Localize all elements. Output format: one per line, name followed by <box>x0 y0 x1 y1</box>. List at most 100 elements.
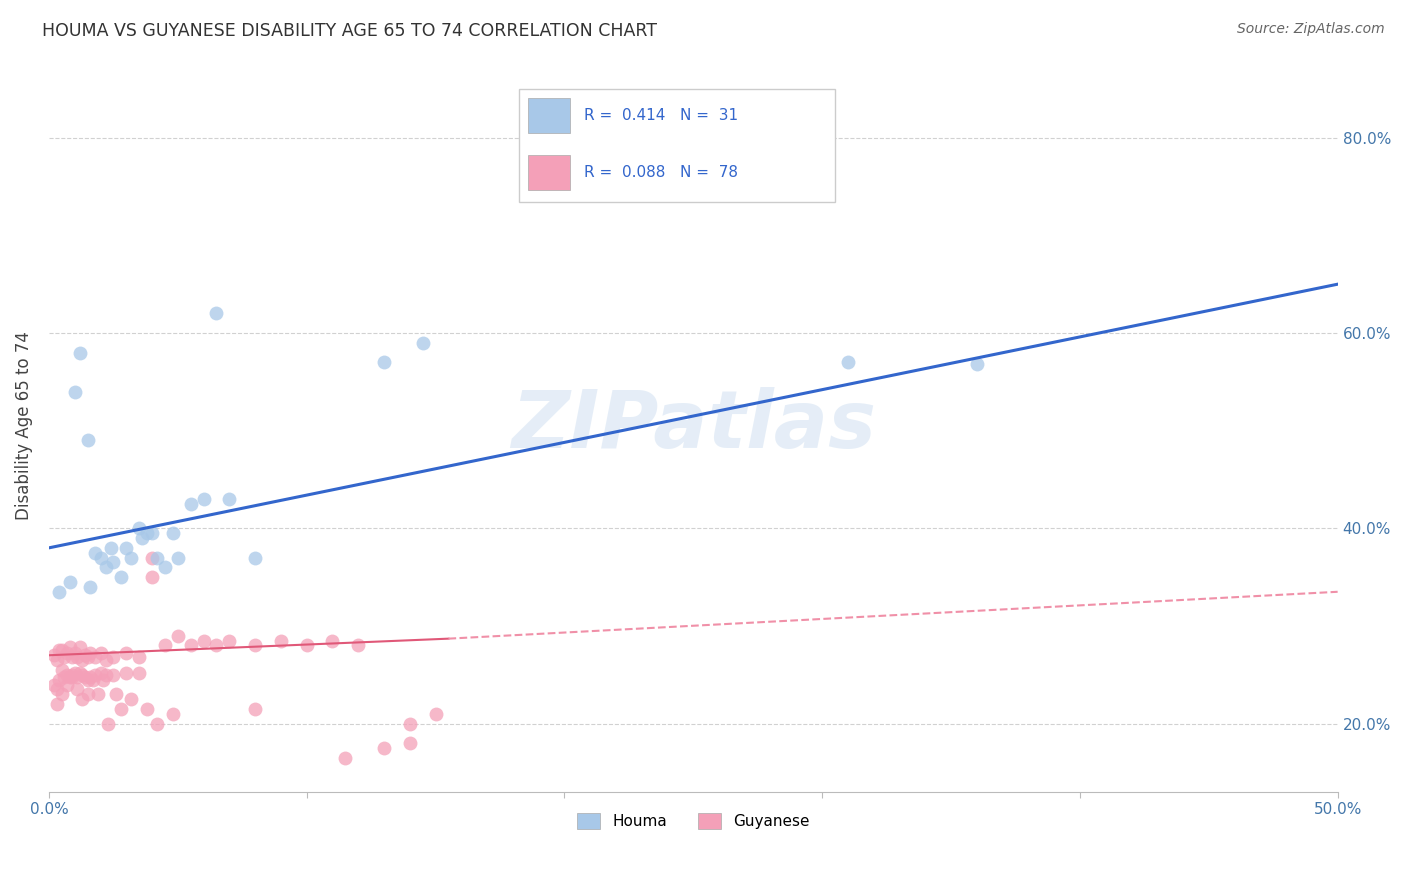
Point <box>398 716 420 731</box>
Point <box>110 570 132 584</box>
Point <box>69 640 91 655</box>
Point <box>412 335 434 350</box>
Point <box>69 345 91 359</box>
Point <box>115 646 138 660</box>
Point <box>72 667 94 681</box>
Point <box>135 702 157 716</box>
Point <box>347 639 370 653</box>
Point <box>103 650 125 665</box>
Point <box>53 650 76 665</box>
Point <box>60 670 83 684</box>
Point <box>218 491 240 506</box>
Point <box>115 541 138 555</box>
Point <box>398 736 420 750</box>
Point <box>60 650 83 665</box>
Point <box>84 546 107 560</box>
Point <box>153 639 176 653</box>
Point <box>135 526 157 541</box>
Point <box>166 550 188 565</box>
Point <box>321 633 343 648</box>
Point <box>205 639 228 653</box>
Point <box>76 650 98 665</box>
Point <box>45 653 67 667</box>
Point <box>42 677 65 691</box>
Point <box>180 497 202 511</box>
Point <box>89 550 111 565</box>
Point <box>100 541 122 555</box>
Point <box>128 650 150 665</box>
Point <box>73 648 96 663</box>
Point <box>966 357 988 371</box>
Point <box>153 560 176 574</box>
Point <box>84 667 107 681</box>
Point <box>205 306 228 320</box>
Point <box>373 355 395 369</box>
Point <box>270 633 292 648</box>
Point <box>91 673 114 687</box>
Point <box>56 677 79 691</box>
Point <box>103 556 125 570</box>
Point <box>51 687 73 701</box>
Point <box>103 667 125 681</box>
Point <box>120 550 142 565</box>
Point <box>243 550 266 565</box>
Point <box>58 640 80 655</box>
Point <box>56 667 79 681</box>
Point <box>84 650 107 665</box>
Point <box>66 682 89 697</box>
Point <box>110 702 132 716</box>
Point <box>295 639 318 653</box>
Point <box>48 673 70 687</box>
Point <box>373 741 395 756</box>
Text: ZIPatlas: ZIPatlas <box>510 387 876 465</box>
Point <box>837 355 859 369</box>
Point <box>51 663 73 677</box>
Point <box>79 646 101 660</box>
Point <box>104 687 127 701</box>
Point <box>56 646 79 660</box>
Point <box>42 648 65 663</box>
Point <box>58 670 80 684</box>
Legend: Houma, Guyanese: Houma, Guyanese <box>571 807 815 836</box>
Point <box>48 584 70 599</box>
Point <box>425 706 447 721</box>
Point <box>76 673 98 687</box>
Point <box>51 643 73 657</box>
Point <box>94 560 117 574</box>
Point <box>128 665 150 680</box>
Point <box>89 646 111 660</box>
Point <box>94 667 117 681</box>
Point <box>45 697 67 711</box>
Point <box>89 665 111 680</box>
Point <box>218 633 240 648</box>
Point <box>162 526 184 541</box>
Point <box>82 673 104 687</box>
Point <box>76 687 98 701</box>
FancyBboxPatch shape <box>519 89 835 202</box>
Point <box>94 653 117 667</box>
Point <box>72 653 94 667</box>
Point <box>243 639 266 653</box>
Point <box>73 670 96 684</box>
Point <box>76 434 98 448</box>
Point <box>162 706 184 721</box>
Point <box>335 751 357 765</box>
Point <box>87 687 110 701</box>
Point <box>45 682 67 697</box>
Point <box>66 650 89 665</box>
Point <box>66 670 89 684</box>
Point <box>63 646 86 660</box>
Point <box>48 643 70 657</box>
Point <box>120 692 142 706</box>
Point <box>63 665 86 680</box>
Point <box>193 633 215 648</box>
Point <box>63 384 86 399</box>
Point <box>60 667 83 681</box>
Point <box>141 526 163 541</box>
FancyBboxPatch shape <box>529 155 569 189</box>
Text: Source: ZipAtlas.com: Source: ZipAtlas.com <box>1237 22 1385 37</box>
Y-axis label: Disability Age 65 to 74: Disability Age 65 to 74 <box>15 331 32 520</box>
Point <box>69 665 91 680</box>
Point <box>97 716 120 731</box>
Point <box>53 670 76 684</box>
